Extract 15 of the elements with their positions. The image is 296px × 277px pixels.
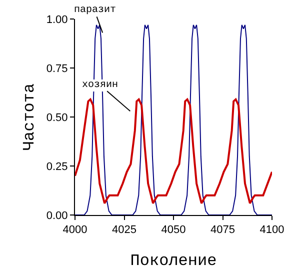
annotation: хозяин: [82, 80, 118, 91]
y-tick-label: 0.25: [46, 160, 68, 173]
y-tick-label: 0.50: [46, 112, 68, 124]
x-tick-label: 4000: [62, 224, 88, 236]
y-tick-label: 0.75: [46, 62, 68, 75]
x-axis-title: Поколение: [130, 252, 217, 270]
line-series: [75, 98, 272, 204]
x-tick-label: 4050: [161, 224, 186, 236]
x-tick-label: 4075: [210, 224, 235, 236]
y-axis-title: Частота: [20, 83, 38, 151]
y-tick-label: 1.00: [46, 14, 68, 26]
x-tick-label: 4100: [260, 224, 284, 236]
y-tick-label: 0.00: [46, 210, 68, 222]
x-tick-label: 4025: [112, 224, 136, 236]
annotation: паразит: [74, 5, 116, 16]
